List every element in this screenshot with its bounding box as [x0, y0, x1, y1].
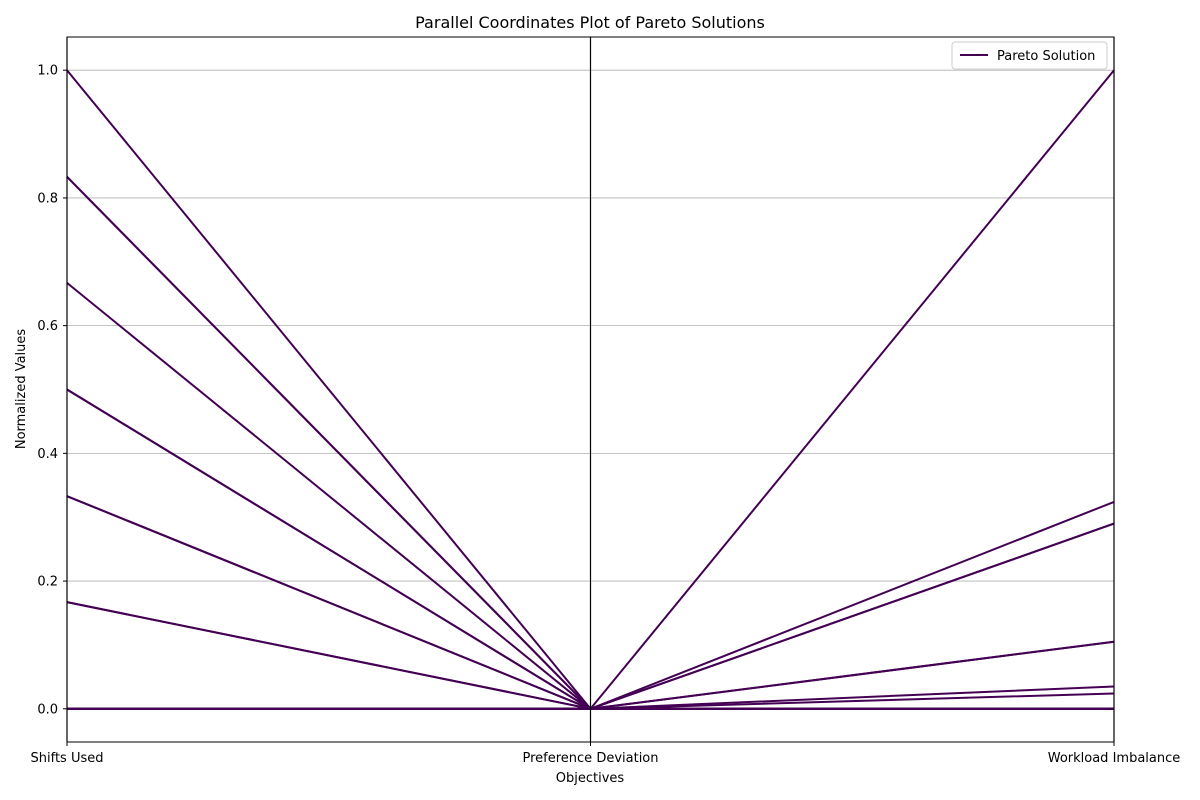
y-tick-label: 0.0: [37, 702, 58, 717]
x-tick-label: Workload Imbalance: [1048, 751, 1181, 766]
axes-layer: [66, 36, 1115, 743]
x-tick-label: Preference Deviation: [523, 751, 659, 766]
legend: Pareto Solution: [951, 41, 1108, 70]
tick-labels: 0.0 0.2 0.4 0.6 0.8 1.0 Shifts Used Preference …: [31, 64, 1181, 766]
x-axis-title: Objectives: [556, 771, 625, 786]
chart-title: Parallel Coordinates Plot of Pareto Solu…: [415, 13, 765, 32]
x-tick-label: Shifts Used: [31, 751, 104, 766]
y-axis-title: Normalized Values: [14, 329, 29, 450]
y-tick-label: 0.6: [37, 319, 58, 334]
y-tick-label: 0.4: [37, 447, 58, 462]
legend-box: [951, 41, 1108, 70]
legend-label: Pareto Solution: [997, 49, 1095, 64]
y-tick-label: 0.2: [37, 575, 58, 590]
y-tick-label: 1.0: [37, 64, 58, 79]
y-tick-label: 0.8: [37, 191, 58, 206]
